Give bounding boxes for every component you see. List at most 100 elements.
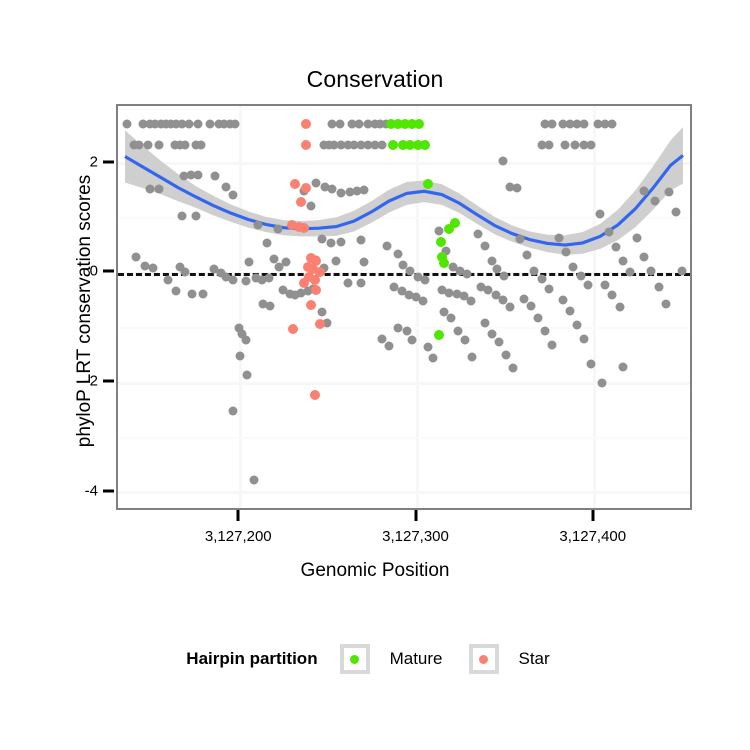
data-point-unassigned [234,323,244,333]
data-point-unassigned [354,119,364,129]
data-point-star [304,271,315,282]
data-point-unassigned [544,140,554,150]
data-point-unassigned [303,286,313,296]
data-point-unassigned [618,362,628,372]
data-point-unassigned [547,340,557,350]
data-point-unassigned [570,140,580,150]
data-point-star [307,263,318,274]
data-point-unassigned [345,187,355,197]
data-point-unassigned [377,140,387,150]
data-point-unassigned [480,241,490,251]
data-point-unassigned [583,280,593,290]
data-point-unassigned [404,290,414,300]
zero-dashed-line [118,273,690,277]
y-tick-label-1: 0 [89,262,98,280]
data-point-unassigned [193,170,203,180]
gridline-horizontal-minor-1 [118,217,690,220]
data-point-unassigned [134,140,144,150]
y-tick-mark-3 [103,489,114,493]
data-point-unassigned [129,140,139,150]
data-point-star [288,324,299,335]
data-point-unassigned [311,178,321,188]
gridline-horizontal-0 [118,162,690,166]
data-point-unassigned [615,302,625,312]
data-point-star [306,252,317,263]
data-point-unassigned [561,247,571,257]
data-point-unassigned [560,140,570,150]
gridline-horizontal-minor-3 [118,436,690,439]
legend-dot-mature-icon [350,654,360,664]
data-point-unassigned [494,337,504,347]
data-point-unassigned [459,291,469,301]
data-point-mature [433,329,444,340]
data-point-unassigned [198,289,208,299]
data-point-star [290,179,301,190]
data-point-unassigned [537,140,547,150]
data-point-star [300,139,311,150]
data-point-unassigned [285,289,295,299]
data-point-unassigned [359,257,369,267]
data-point-unassigned [278,285,288,295]
data-point-unassigned [579,140,589,150]
data-point-unassigned [171,119,181,129]
data-point-unassigned [418,296,428,306]
data-point-star [300,119,311,130]
legend-label-mature: Mature [389,649,443,668]
x-tick-mark-2 [591,510,595,521]
data-point-unassigned [632,233,642,243]
data-point-mature [387,139,398,150]
data-point-mature [449,217,460,228]
data-point-unassigned [593,119,603,129]
data-point-unassigned [498,156,508,166]
data-point-unassigned [175,140,185,150]
data-point-mature [385,119,396,130]
data-point-unassigned [184,119,194,129]
data-point-unassigned [228,275,238,285]
data-point-unassigned [448,262,458,272]
data-point-star [299,223,310,234]
data-point-unassigned [343,140,353,150]
data-point-unassigned [505,182,515,192]
legend-key-mature[interactable] [339,644,370,674]
data-point-unassigned [175,262,185,272]
data-point-unassigned [154,140,164,150]
legend-label-star: Star [518,649,550,668]
gridline-vertical-0 [238,106,242,508]
data-point-mature [419,139,430,150]
plot-panel [116,104,692,510]
data-point-unassigned [402,326,412,336]
data-point-unassigned [607,290,617,300]
data-point-unassigned [244,257,254,267]
data-point-unassigned [324,140,334,150]
data-point-unassigned [537,274,547,284]
data-point-mature [412,139,423,150]
data-point-unassigned [193,119,203,129]
data-point-unassigned [331,256,341,266]
data-point-unassigned [600,280,610,290]
gridline-vertical-2 [593,106,597,508]
legend-key-star[interactable] [468,644,499,674]
data-point-unassigned [356,235,366,245]
y-tick-label-0: 2 [89,153,98,171]
data-point-unassigned [347,119,357,129]
data-point-unassigned [519,294,529,304]
data-point-unassigned [473,229,483,239]
data-point-unassigned [171,286,181,296]
data-point-unassigned [143,140,153,150]
data-point-unassigned [241,276,251,286]
data-point-unassigned [568,262,578,272]
data-point-unassigned [664,187,674,197]
data-point-unassigned [558,119,568,129]
data-point-unassigned [480,318,490,328]
data-point-unassigned [441,246,451,256]
data-point-unassigned [393,323,403,333]
data-point-unassigned [671,207,681,217]
data-point-unassigned [180,267,190,277]
data-point-unassigned [336,188,346,198]
data-point-star [311,284,322,295]
y-tick-label-3: -4 [84,482,98,500]
data-point-mature [393,119,404,130]
data-point-unassigned [413,272,423,282]
data-point-star [309,390,320,401]
data-point-unassigned [476,282,486,291]
